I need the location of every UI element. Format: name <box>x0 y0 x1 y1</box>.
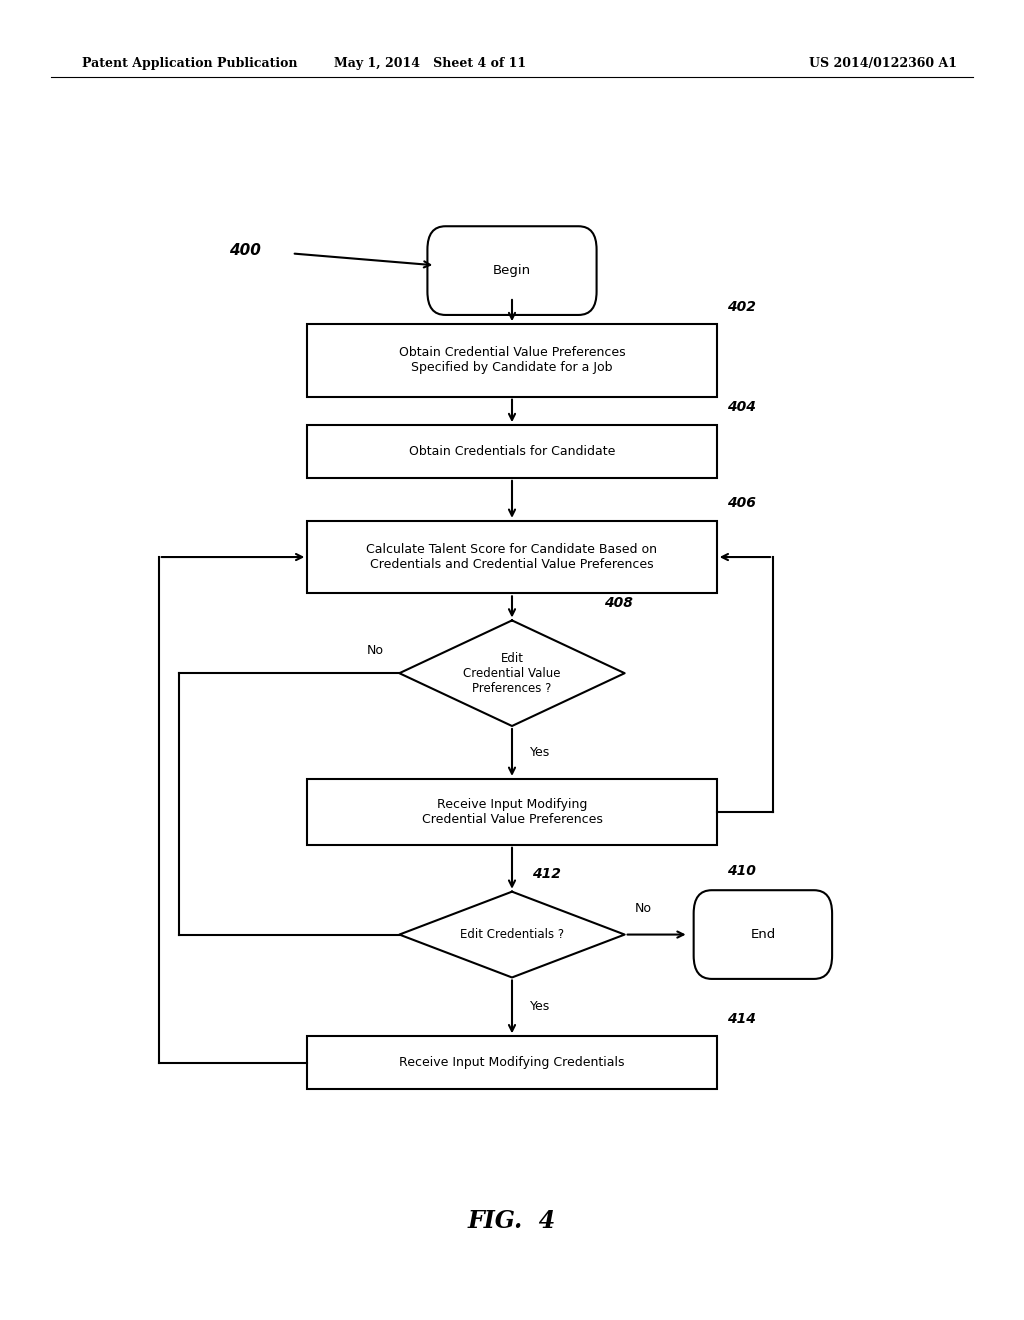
Text: Edit
Credential Value
Preferences ?: Edit Credential Value Preferences ? <box>463 652 561 694</box>
Text: Obtain Credentials for Candidate: Obtain Credentials for Candidate <box>409 445 615 458</box>
Polygon shape <box>399 620 625 726</box>
Text: Patent Application Publication: Patent Application Publication <box>82 57 297 70</box>
FancyBboxPatch shape <box>693 890 833 979</box>
Text: Begin: Begin <box>493 264 531 277</box>
Text: Yes: Yes <box>530 1001 551 1014</box>
Text: Receive Input Modifying Credentials: Receive Input Modifying Credentials <box>399 1056 625 1069</box>
Text: 400: 400 <box>229 243 261 259</box>
Text: 404: 404 <box>727 400 756 414</box>
FancyBboxPatch shape <box>307 1036 717 1089</box>
FancyBboxPatch shape <box>307 323 717 396</box>
Text: Receive Input Modifying
Credential Value Preferences: Receive Input Modifying Credential Value… <box>422 797 602 826</box>
Text: May 1, 2014   Sheet 4 of 11: May 1, 2014 Sheet 4 of 11 <box>334 57 526 70</box>
Text: Edit Credentials ?: Edit Credentials ? <box>460 928 564 941</box>
Text: No: No <box>635 902 652 915</box>
Text: 410: 410 <box>727 863 756 878</box>
Text: 408: 408 <box>604 595 633 610</box>
Text: Yes: Yes <box>530 746 551 759</box>
FancyBboxPatch shape <box>307 779 717 845</box>
Text: No: No <box>367 644 384 657</box>
FancyBboxPatch shape <box>427 226 597 315</box>
Text: 412: 412 <box>532 867 561 882</box>
Polygon shape <box>399 892 625 977</box>
Text: Calculate Talent Score for Candidate Based on
Credentials and Credential Value P: Calculate Talent Score for Candidate Bas… <box>367 543 657 572</box>
Text: 406: 406 <box>727 496 756 511</box>
FancyBboxPatch shape <box>307 520 717 594</box>
Text: US 2014/0122360 A1: US 2014/0122360 A1 <box>809 57 957 70</box>
Text: End: End <box>751 928 775 941</box>
Text: Obtain Credential Value Preferences
Specified by Candidate for a Job: Obtain Credential Value Preferences Spec… <box>398 346 626 375</box>
Text: 414: 414 <box>727 1011 756 1026</box>
FancyBboxPatch shape <box>307 425 717 478</box>
Text: 402: 402 <box>727 300 756 314</box>
Text: FIG.  4: FIG. 4 <box>468 1209 556 1233</box>
